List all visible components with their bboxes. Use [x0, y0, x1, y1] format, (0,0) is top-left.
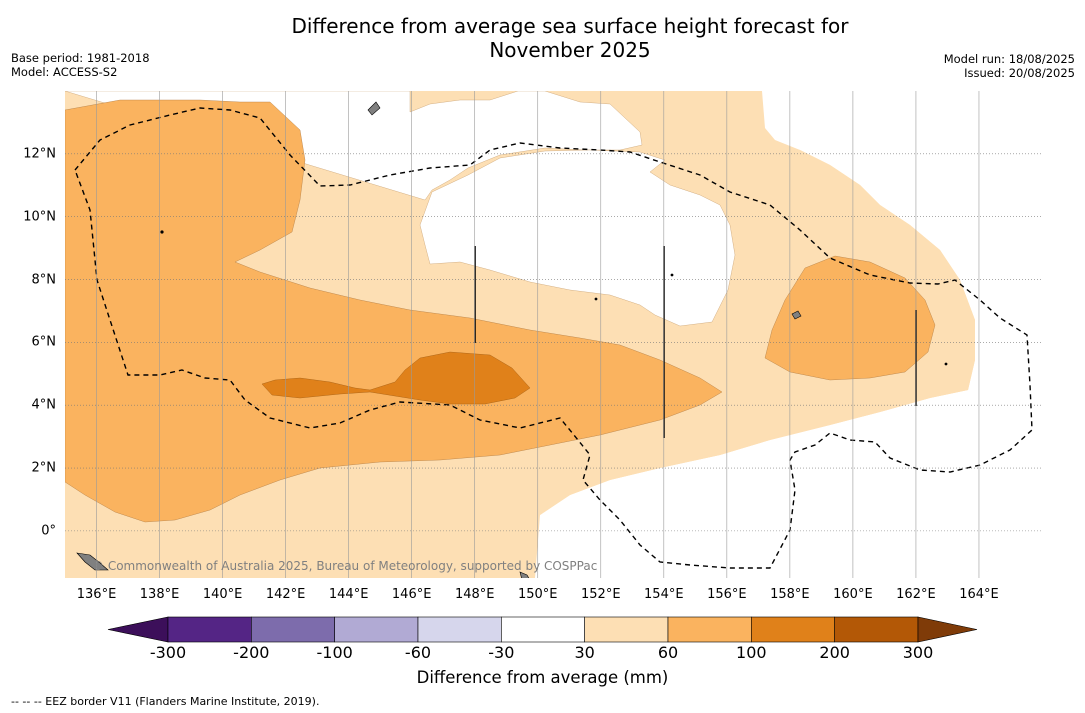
- meta-right: Model run: 18/08/2025 Issued: 20/08/2025: [944, 52, 1075, 80]
- colorbar-tick-label: 100: [736, 643, 767, 662]
- colorbar-box: [501, 616, 585, 643]
- colorbar-box: [667, 616, 752, 643]
- shading-30-60-east: [540, 140, 975, 515]
- lon-label: 160°E: [833, 587, 873, 602]
- lon-label: 150°E: [517, 587, 558, 602]
- lon-label: 148°E: [454, 587, 495, 602]
- colorbar-tick-label: 60: [657, 643, 679, 662]
- map-area: [65, 91, 1042, 578]
- lon-label: 156°E: [707, 587, 747, 602]
- colorbar-box: [251, 616, 335, 643]
- lat-label: 12°N: [23, 146, 56, 162]
- lat-label: 8°N: [31, 272, 57, 288]
- model-name: Model: ACCESS-S2: [11, 65, 118, 79]
- island-5: [160, 230, 164, 234]
- lon-label: 154°E: [644, 587, 684, 602]
- colorbar-tick-label: 300: [902, 643, 934, 662]
- island-2: [791, 310, 802, 320]
- lon-label: 140°E: [202, 587, 243, 602]
- shading-neutral-east-top: [535, 91, 1042, 578]
- title-line-1: Difference from average sea surface heig…: [291, 14, 849, 38]
- colorbar-tick-label: -30: [488, 643, 515, 662]
- lat-label: 10°N: [23, 209, 56, 225]
- lon-label: 142°E: [265, 587, 306, 602]
- issued-date: Issued: 20/08/2025: [964, 66, 1075, 80]
- shading-60-100-west: [65, 99, 723, 523]
- shading-neutral-north: [419, 149, 736, 327]
- lat-label: 0°: [41, 523, 56, 539]
- lon-label: 138°E: [139, 587, 180, 602]
- lon-label: 136°E: [76, 587, 117, 602]
- colorbar-box: [751, 616, 835, 643]
- colorbar-extend-low: [107, 616, 169, 643]
- lon-label: 164°E: [959, 587, 999, 602]
- colorbar-tick-label: -100: [316, 643, 353, 662]
- title-line-2: November 2025: [489, 38, 651, 62]
- island-8: [944, 362, 948, 366]
- colorbar-tick-label: -300: [149, 643, 187, 662]
- lon-label: 146°E: [391, 587, 432, 602]
- colorbar-box: [834, 616, 919, 643]
- island-7: [670, 273, 674, 277]
- shading-60-100-east: [764, 255, 936, 381]
- shading-100-200-a: [261, 351, 531, 405]
- island-3: [76, 552, 109, 571]
- meta-left: Base period: 1981-2018 Model: ACCESS-S2: [11, 51, 150, 79]
- island-6: [594, 297, 598, 301]
- lat-label: 2°N: [31, 460, 57, 476]
- copyright-notice: © Commonwealth of Australia 2025, Bureau…: [92, 559, 598, 573]
- colorbar-box: [167, 616, 252, 643]
- colorbar-title: Difference from average (mm): [416, 668, 669, 687]
- base-period: Base period: 1981-2018: [11, 51, 150, 65]
- colorbar-tick-label: 30: [574, 643, 595, 662]
- colorbar-box: [334, 616, 419, 643]
- lon-label: 158°E: [770, 587, 810, 602]
- colorbar: [107, 616, 978, 643]
- colorbar-box: [417, 616, 502, 643]
- lon-label: 152°E: [581, 587, 621, 602]
- gridlines: [65, 91, 1042, 578]
- island-4: [519, 571, 530, 578]
- map-title: Difference from average sea surface heig…: [180, 14, 960, 62]
- eez-footnote: -- -- -- EEZ border V11 (Flanders Marine…: [11, 695, 320, 708]
- island-1: [367, 101, 381, 116]
- lat-label: 4°N: [31, 397, 57, 413]
- colorbar-extend-high: [917, 616, 978, 643]
- lat-label: 6°N: [31, 334, 57, 350]
- eez-border: [74, 107, 1033, 569]
- lon-label: 144°E: [328, 587, 369, 602]
- colorbar-tick-label: -200: [233, 643, 270, 662]
- model-run: Model run: 18/08/2025: [943, 52, 1075, 66]
- colorbar-tick-label: -60: [404, 643, 432, 662]
- lon-label: 162°E: [896, 587, 936, 602]
- colorbar-box: [584, 616, 669, 643]
- colorbar-tick-label: 200: [819, 643, 850, 662]
